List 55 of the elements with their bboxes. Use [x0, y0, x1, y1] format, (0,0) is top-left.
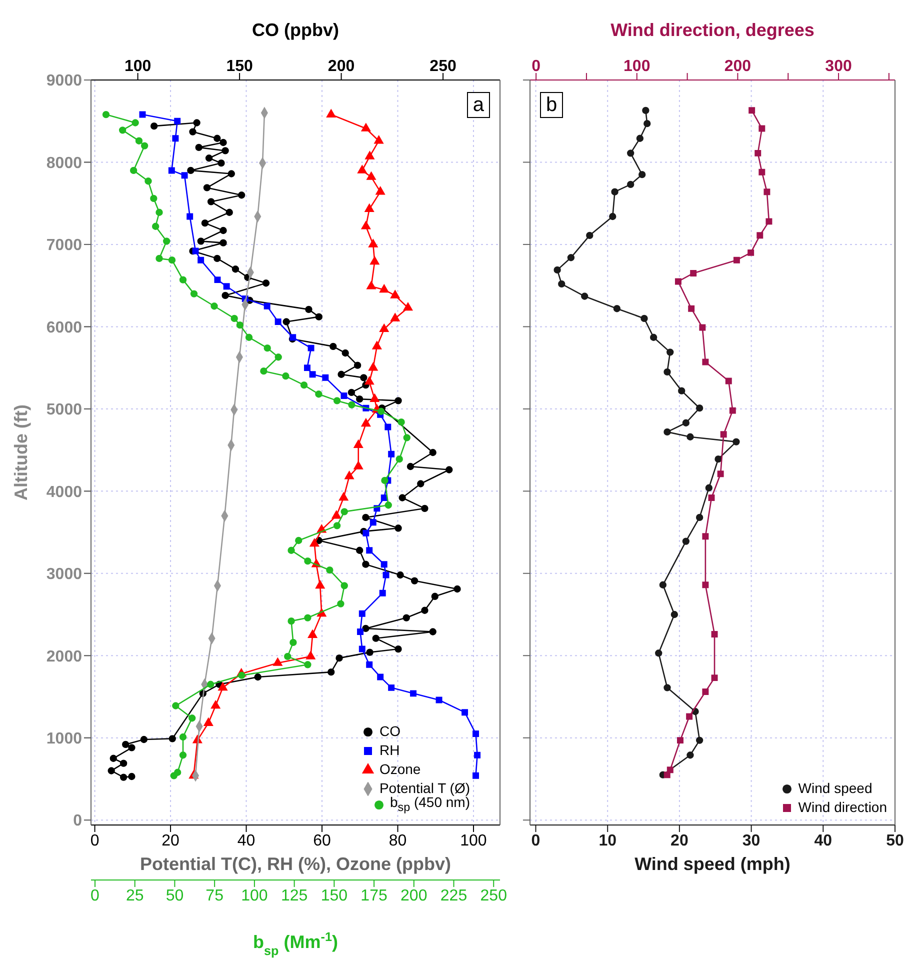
- annotation: a: [466, 92, 490, 118]
- x-tick-label: 175: [360, 887, 388, 904]
- legend-label: RH: [379, 741, 400, 760]
- x2-tick-label: 0: [532, 58, 541, 75]
- legend-label: Ozone: [379, 760, 421, 779]
- x-tick-label: 10: [598, 832, 617, 850]
- x-axis-title: Wind speed (mph): [634, 854, 790, 874]
- x-tick-label: 125: [280, 887, 308, 904]
- x-tick-label: 20: [162, 832, 180, 850]
- x-axis-title: Potential T(C), RH (%), Ozone (ppbv): [140, 854, 451, 874]
- x-tick-label: 100: [460, 832, 487, 850]
- y-tick-label: 7000: [46, 237, 82, 254]
- x-tick-label: 60: [313, 832, 332, 850]
- x-tick-label: 30: [742, 832, 760, 850]
- x2-tick-label: 100: [124, 58, 152, 75]
- x2-tick-label: 200: [724, 58, 752, 75]
- x2-tick-label: 250: [430, 58, 456, 75]
- x-tick-label: 225: [440, 887, 468, 904]
- y-tick-label: 8000: [46, 154, 82, 172]
- y-tick-label: 1000: [46, 730, 82, 748]
- y-tick-label: 3000: [46, 566, 82, 584]
- x-tick-label: 250: [480, 887, 508, 904]
- annotation: b: [540, 92, 564, 118]
- y-tick-label: 6000: [46, 319, 82, 336]
- x-tick-label: 100: [241, 887, 268, 904]
- y-tick-label: 0: [73, 812, 82, 830]
- y-tick-label: 9000: [46, 72, 82, 90]
- x-tick-label: 40: [814, 832, 832, 850]
- x2-axis-title: CO (ppbv): [252, 20, 339, 40]
- x2-tick-label: 100: [624, 58, 650, 75]
- x-tick-label: 50: [886, 832, 904, 850]
- x-tick-label: 20: [670, 832, 688, 850]
- x-axis-title: b$_{sp}$ (Mm$^{-1}$): [253, 930, 338, 958]
- legend-label: Potential T (Ø): [379, 779, 470, 796]
- x2-tick-label: 200: [328, 58, 355, 75]
- x-tick-label: 0: [90, 887, 100, 904]
- x2-axis-title: Wind direction, degrees: [610, 20, 814, 40]
- x-tick-label: 50: [166, 887, 184, 904]
- x-tick-label: 80: [388, 832, 407, 850]
- x-tick-label: 0: [531, 832, 540, 850]
- y-tick-label: 2000: [46, 648, 82, 666]
- x-tick-label: 25: [126, 887, 144, 904]
- x-tick-label: 75: [206, 887, 224, 904]
- legend-label: Wind direction: [798, 798, 887, 817]
- legend-label: Wind speed: [798, 779, 872, 798]
- x-tick-label: 200: [400, 887, 428, 904]
- y-tick-label: 5000: [46, 402, 82, 419]
- x-tick-label: 40: [237, 832, 256, 850]
- x2-tick-label: 150: [226, 58, 253, 75]
- legend-label: CO: [379, 722, 400, 741]
- y-tick-label: 4000: [46, 484, 82, 501]
- y-axis-title: Altitude (ft): [11, 404, 31, 500]
- x-tick-label: 0: [90, 832, 100, 850]
- x-tick-label: 150: [320, 887, 348, 904]
- x2-tick-label: 300: [825, 58, 852, 75]
